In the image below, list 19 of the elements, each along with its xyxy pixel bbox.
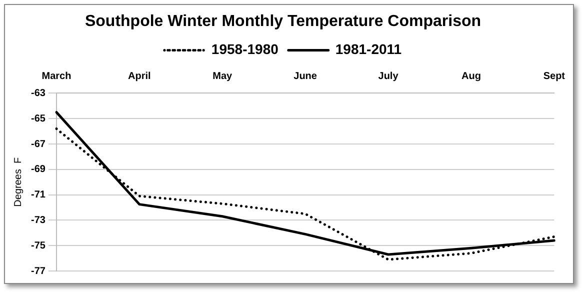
y-axis-title: Degrees F: [12, 157, 24, 207]
y-tick-label: -75: [31, 240, 46, 252]
x-tick-label: April: [128, 70, 152, 82]
y-tick-label: -69: [31, 164, 46, 176]
y-tick-label: -71: [31, 190, 46, 201]
x-tick-label: Aug: [461, 70, 481, 82]
y-tick-label: -67: [31, 138, 46, 150]
x-tick-label: May: [212, 70, 233, 82]
chart-title: Southpole Winter Monthly Temperature Comparison: [84, 13, 482, 30]
x-tick-label: June: [294, 70, 318, 82]
x-tick-label: Sept: [543, 70, 566, 82]
legend-label: 1981-2011: [335, 41, 402, 58]
y-tick-label: -63: [31, 88, 46, 99]
y-tick-label: -77: [31, 266, 46, 277]
x-tick-label: March: [42, 70, 72, 82]
y-tick-label: -73: [31, 214, 46, 226]
legend-label: 1958-1980: [211, 41, 279, 58]
y-tick-label: -65: [31, 113, 46, 124]
x-tick-label: July: [378, 70, 399, 82]
